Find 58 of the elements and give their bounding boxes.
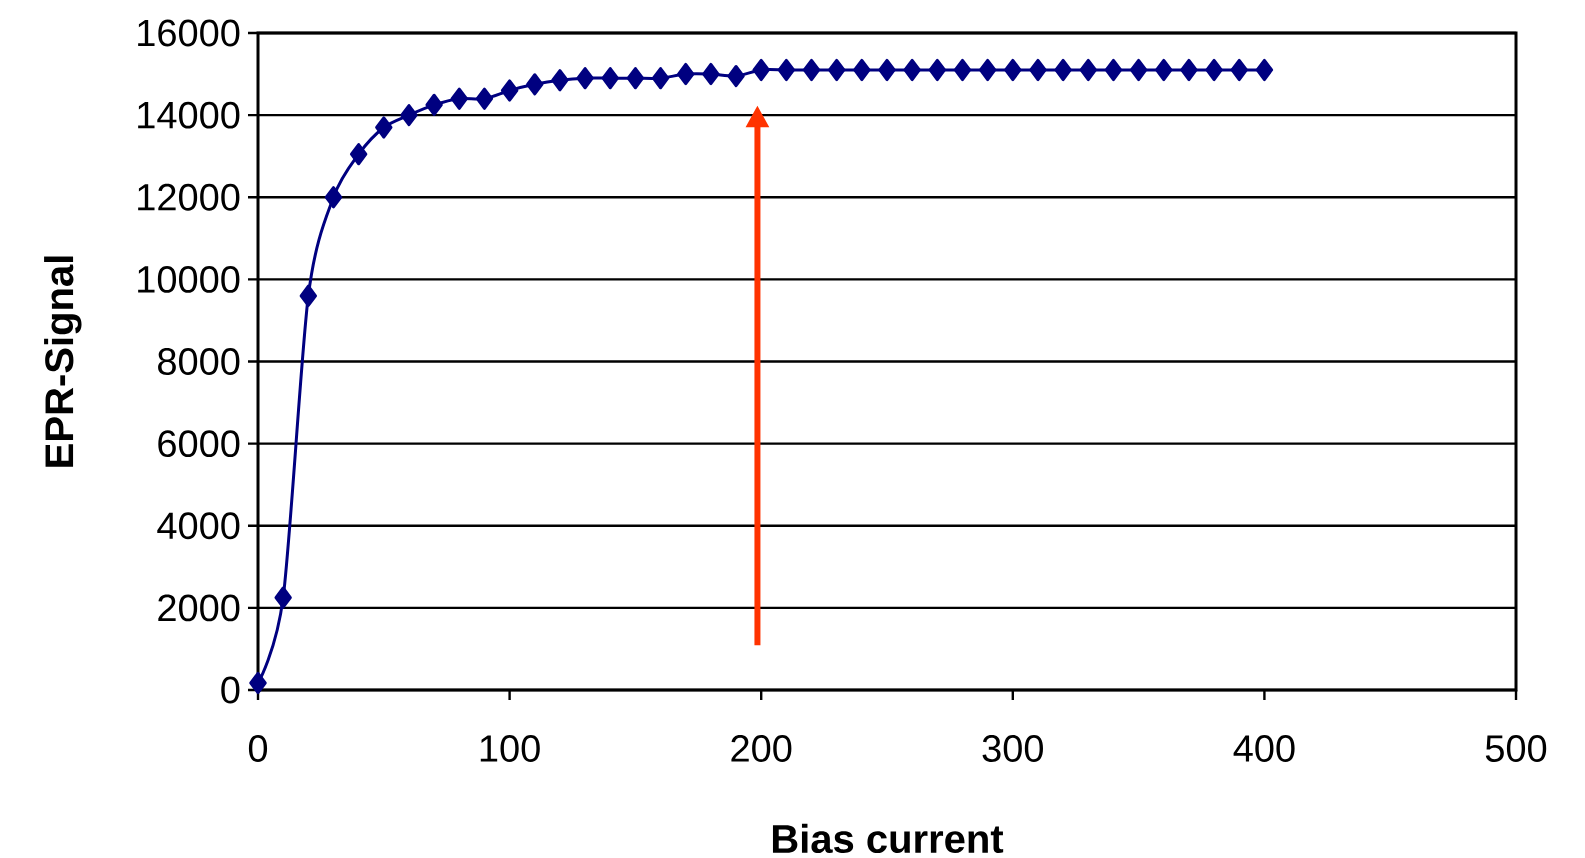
point — [500, 79, 519, 102]
point — [1029, 58, 1047, 82]
point — [802, 58, 821, 82]
point — [752, 58, 770, 82]
point — [1104, 58, 1123, 82]
point — [526, 73, 544, 96]
point — [1205, 58, 1223, 82]
point — [1155, 58, 1173, 82]
y-tick-label: 2000 — [158, 594, 240, 622]
point — [576, 67, 594, 90]
x-tick-label: 100 — [480, 735, 540, 762]
point — [324, 186, 343, 209]
point — [1230, 58, 1248, 82]
point — [425, 93, 443, 116]
y-tick-label: 8000 — [158, 348, 240, 375]
y-tick-label: 4000 — [157, 512, 240, 540]
point — [853, 58, 871, 82]
point — [450, 87, 468, 110]
y-axis-title: EPR-Signal — [44, 256, 82, 467]
y-tick-label: 0 — [221, 676, 240, 704]
point — [1129, 58, 1148, 82]
point — [299, 284, 318, 307]
point — [601, 67, 619, 90]
point — [1180, 58, 1198, 82]
y-tick-label: 12000 — [138, 183, 240, 211]
point — [626, 67, 645, 90]
point — [702, 62, 720, 86]
point — [1079, 58, 1097, 82]
x-tick-label: 300 — [982, 735, 1043, 762]
point — [1255, 58, 1274, 82]
point — [375, 116, 393, 139]
y-tick-label: 10000 — [138, 265, 240, 293]
point — [400, 104, 418, 127]
point — [249, 671, 267, 695]
x-tick-label: 500 — [1485, 735, 1547, 762]
x-tick-label: 400 — [1233, 735, 1295, 762]
point — [551, 69, 569, 92]
point — [827, 58, 846, 82]
point — [903, 58, 921, 82]
point — [274, 586, 292, 609]
point — [727, 65, 745, 88]
point — [928, 58, 947, 82]
x-axis-title: Bias current — [772, 823, 1004, 854]
point — [349, 143, 368, 166]
point — [677, 62, 695, 86]
point — [777, 58, 796, 82]
x-tick-label: 200 — [731, 735, 792, 762]
y-tick-label: 14000 — [138, 101, 240, 129]
point — [1004, 58, 1022, 82]
point — [953, 58, 972, 82]
y-tick-label: 16000 — [138, 19, 240, 47]
point — [475, 87, 494, 110]
point — [878, 58, 896, 82]
point — [978, 58, 997, 82]
point — [651, 67, 670, 90]
y-tick-label: 6000 — [158, 430, 240, 458]
x-tick-label: 0 — [248, 735, 268, 762]
point — [1054, 58, 1072, 82]
